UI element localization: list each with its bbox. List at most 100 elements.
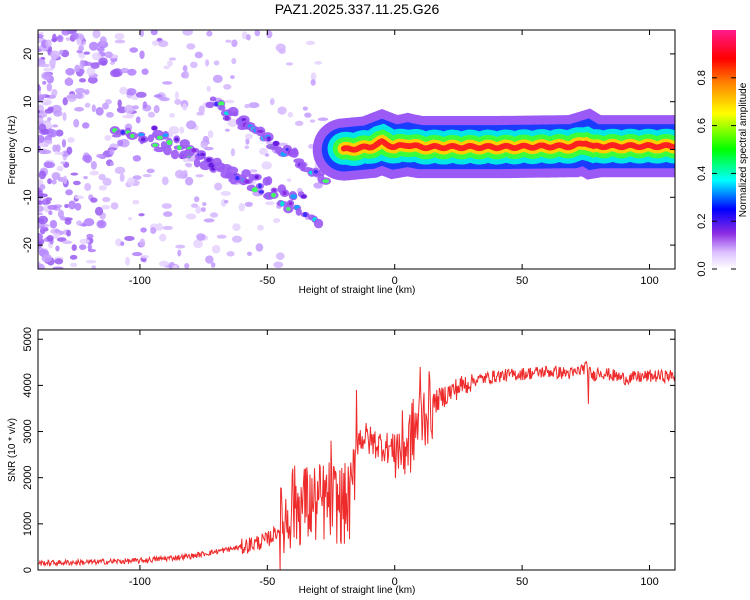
- noise-speck: [64, 203, 69, 209]
- noise-speck: [142, 173, 152, 178]
- noise-speck: [231, 57, 237, 65]
- noise-speck: [205, 255, 214, 264]
- track-core: [130, 133, 135, 139]
- x-tick-label: -100: [129, 576, 151, 588]
- noise-speck: [66, 93, 77, 103]
- track-core: [272, 188, 277, 193]
- noise-speck: [182, 64, 188, 72]
- noise-speck: [61, 30, 71, 36]
- noise-speck: [83, 175, 88, 180]
- noise-speck: [46, 234, 54, 242]
- noise-speck: [210, 262, 216, 268]
- noise-speck: [120, 241, 125, 246]
- noise-speck: [98, 57, 108, 66]
- noise-speck: [245, 138, 250, 145]
- noise-speck: [109, 148, 115, 156]
- noise-speck: [75, 92, 84, 99]
- noise-speck: [39, 63, 51, 68]
- noise-speck: [216, 234, 227, 239]
- noise-speck: [255, 243, 264, 252]
- noise-speck: [78, 78, 87, 83]
- noise-speck: [41, 112, 48, 118]
- noise-speck: [167, 60, 173, 67]
- track-core: [313, 169, 319, 174]
- snr-x-label: Height of straight line (km): [299, 585, 416, 596]
- noise-speck: [266, 30, 273, 39]
- noise-speck: [55, 245, 60, 252]
- noise-speck: [157, 40, 169, 48]
- noise-speck: [190, 61, 198, 69]
- noise-speck: [206, 85, 211, 93]
- noise-speck: [110, 202, 119, 210]
- noise-speck: [38, 144, 41, 153]
- noise-speck: [59, 49, 64, 55]
- track-core: [266, 136, 271, 142]
- noise-speck: [38, 142, 49, 148]
- noise-speck: [70, 172, 79, 176]
- noise-speck: [304, 112, 312, 118]
- noise-speck: [38, 212, 44, 216]
- noise-speck: [202, 202, 207, 206]
- noise-speck: [109, 61, 116, 65]
- track-blob: [209, 96, 217, 102]
- noise-speck: [162, 211, 173, 217]
- colorbar-tick-label: 0.6: [696, 118, 708, 133]
- noise-speck: [175, 244, 186, 249]
- noise-speck: [38, 263, 46, 269]
- track-core: [290, 194, 297, 199]
- track-core: [166, 140, 173, 146]
- noise-speck: [53, 110, 63, 117]
- noise-speck: [117, 99, 122, 108]
- noise-speck: [179, 126, 185, 134]
- noise-speck: [71, 244, 77, 251]
- noise-speck: [91, 265, 97, 269]
- noise-speck: [140, 227, 147, 233]
- track-blob: [212, 157, 222, 167]
- noise-speck: [80, 68, 85, 75]
- track-blob: [218, 105, 226, 111]
- noise-speck: [214, 182, 223, 191]
- noise-speck: [146, 168, 155, 174]
- noise-speck: [248, 102, 260, 109]
- track-core: [258, 190, 264, 194]
- noise-speck: [38, 123, 47, 133]
- noise-speck: [47, 204, 58, 210]
- track-core: [254, 175, 259, 180]
- noise-speck: [151, 40, 160, 46]
- track-core: [286, 207, 291, 211]
- noise-speck: [109, 161, 114, 166]
- noise-speck: [74, 195, 85, 200]
- noise-speck: [79, 59, 85, 69]
- noise-speck: [96, 153, 104, 159]
- track-core: [120, 130, 126, 135]
- noise-speck: [226, 251, 235, 257]
- noise-speck: [38, 134, 45, 144]
- noise-speck: [220, 190, 232, 196]
- noise-speck: [51, 38, 58, 42]
- noise-speck: [49, 219, 58, 229]
- noise-speck: [185, 176, 194, 186]
- noise-speck: [209, 212, 219, 218]
- spectrogram-tracks: [109, 96, 332, 229]
- snr-frame: [37, 329, 676, 571]
- noise-speck: [224, 128, 230, 132]
- noise-speck: [52, 124, 59, 128]
- noise-speck: [72, 180, 81, 186]
- noise-speck: [38, 200, 43, 206]
- track-core: [152, 143, 159, 147]
- noise-speck: [98, 220, 105, 227]
- noise-speck: [56, 165, 64, 172]
- track-blob: [163, 145, 172, 156]
- noise-speck: [38, 83, 41, 91]
- noise-speck: [76, 220, 83, 226]
- track-blob: [265, 176, 273, 186]
- noise-speck: [139, 238, 146, 247]
- noise-speck: [62, 240, 73, 245]
- noise-speck: [147, 111, 156, 118]
- noise-speck: [68, 200, 76, 210]
- noise-speck: [56, 237, 67, 242]
- spectrogram-signal-band: [312, 108, 675, 181]
- noise-speck: [38, 94, 46, 98]
- track-core: [224, 115, 230, 121]
- track-core: [191, 148, 197, 153]
